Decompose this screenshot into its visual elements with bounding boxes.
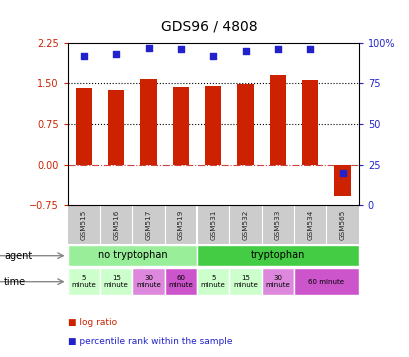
Point [274,46,281,52]
Bar [76,88,92,165]
Text: no tryptophan: no tryptophan [97,250,167,260]
Bar [334,165,350,196]
Point [145,45,151,51]
Bar [67,246,197,266]
Point [112,51,119,57]
Bar [132,268,164,296]
Text: GSM531: GSM531 [210,210,216,240]
Text: GSM519: GSM519 [178,210,183,240]
Text: GSM533: GSM533 [274,210,280,240]
Text: GDS96 / 4808: GDS96 / 4808 [160,20,257,34]
Bar [204,86,221,165]
Bar [301,80,317,165]
Text: ■ log ratio: ■ log ratio [67,318,117,327]
Text: 5
minute: 5 minute [71,275,96,288]
Bar [293,268,358,296]
Text: GSM565: GSM565 [339,210,345,240]
Text: GSM517: GSM517 [145,210,151,240]
Text: GSM532: GSM532 [242,210,248,240]
Text: time: time [4,277,26,287]
Text: GSM515: GSM515 [81,210,87,240]
Text: GSM516: GSM516 [113,210,119,240]
Bar [140,79,156,165]
Bar [100,268,132,296]
Point [339,170,345,176]
Point [80,53,87,59]
Bar [261,268,293,296]
Point [306,46,313,52]
Text: 60
minute: 60 minute [168,275,193,288]
Bar [108,90,124,165]
Bar [197,246,358,266]
Bar [67,268,100,296]
Point [242,48,248,54]
Text: ■ percentile rank within the sample: ■ percentile rank within the sample [67,337,231,346]
Bar [269,75,285,165]
Text: 5
minute: 5 minute [200,275,225,288]
Text: 60 minute: 60 minute [308,279,344,285]
Text: 15
minute: 15 minute [233,275,257,288]
Text: 30
minute: 30 minute [265,275,290,288]
Bar [172,87,189,165]
Text: agent: agent [4,251,32,261]
Point [177,46,184,52]
Point [209,53,216,59]
Text: 30
minute: 30 minute [136,275,160,288]
Bar [164,268,197,296]
Text: GSM534: GSM534 [306,210,312,240]
Bar [197,268,229,296]
Text: 15
minute: 15 minute [103,275,128,288]
Text: tryptophan: tryptophan [250,250,304,260]
Bar [229,268,261,296]
Bar [237,84,253,165]
